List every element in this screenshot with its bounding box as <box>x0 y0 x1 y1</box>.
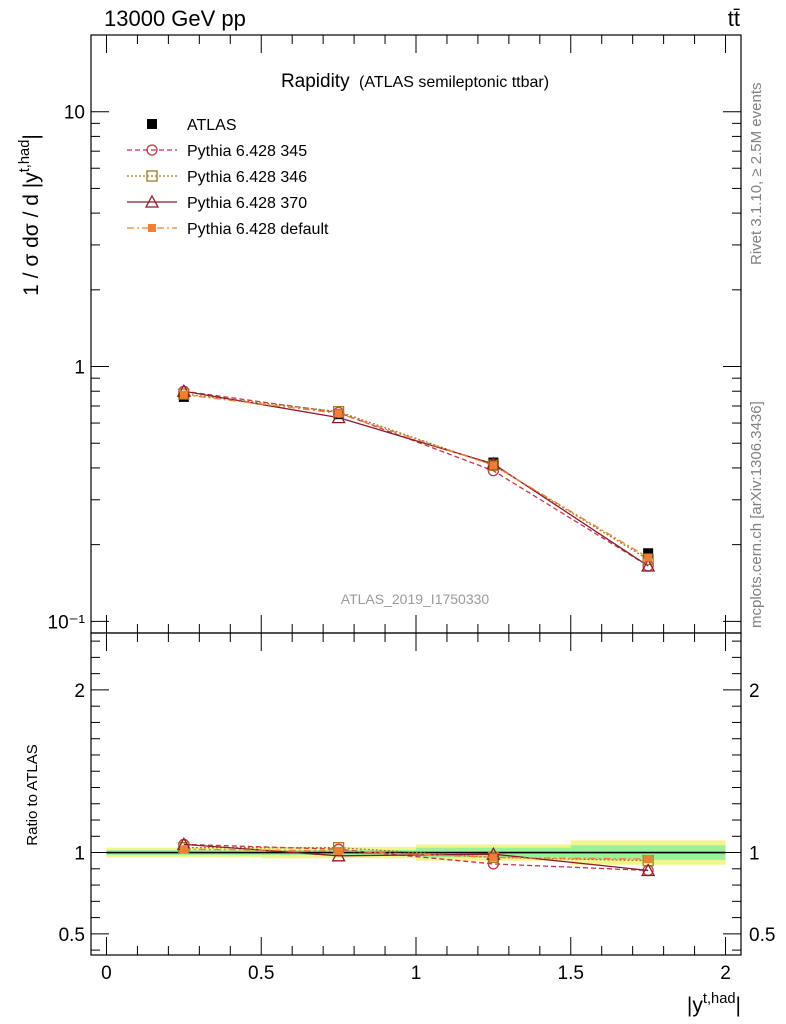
data-point <box>179 390 188 399</box>
svg-text:Rapidity (ATLAS semilept: Rapidity (ATLAS semileptonic ttbar) <box>281 71 549 92</box>
legend-marker <box>148 224 156 232</box>
ratio-data-point <box>489 853 498 862</box>
y-tick-label: 10⁻¹ <box>48 612 86 633</box>
ratio-frame <box>90 632 742 956</box>
x-tick-label: 0 <box>101 963 112 984</box>
ratio-data-point <box>644 855 653 864</box>
ratio-plot-area: 0 0.5 1 1.5 2 0.5 0.5 1 1 2 2 <box>59 632 775 984</box>
legend-marker <box>147 119 157 129</box>
legend-label: Pythia 6.428 370 <box>187 195 307 212</box>
x-tick-label: 1.5 <box>558 963 584 984</box>
data-point <box>487 459 500 471</box>
header-right: tt̄ <box>728 6 740 31</box>
ratio-y-tick-label-right: 1 <box>749 844 760 865</box>
data-point <box>334 409 343 418</box>
rivet-label: Rivet 3.1.10, ≥ 2.5M events <box>748 83 765 266</box>
y-tick-label: 10 <box>64 103 85 124</box>
data-point <box>641 558 656 572</box>
ratio-y-tick-label-right: 2 <box>749 681 760 702</box>
legend-marker <box>146 144 158 156</box>
data-point-atlas <box>643 548 654 559</box>
legend-marker <box>144 194 160 208</box>
y-tick-label: 1 <box>74 358 85 379</box>
x-tick-label: 1 <box>411 963 422 984</box>
y-axis-label: 1 / σ dσ / d |yt,had| <box>17 134 43 296</box>
series-line <box>183 394 649 559</box>
ratio-y-tick-label: 1 <box>74 844 85 865</box>
title-main: Rapidity <box>281 71 350 92</box>
header-left: 13000 GeV pp <box>104 6 246 31</box>
legend-label: Pythia 6.428 default <box>187 221 329 238</box>
ratio-data-point <box>331 848 346 862</box>
ratio-data-point <box>334 846 343 855</box>
ratio-y-tick-label-right: 0.5 <box>749 925 775 946</box>
series-line <box>183 390 649 567</box>
ratio-y-tick-label: 0.5 <box>59 925 85 946</box>
x-tick-label: 0.5 <box>248 963 274 984</box>
ratio-series-line <box>183 848 649 860</box>
watermark: ATLAS_2019_I1750330 <box>341 591 490 607</box>
ratio-data-point <box>641 863 656 877</box>
legend-marker <box>146 170 158 182</box>
x-axis-label: |yt,had| <box>687 991 741 1017</box>
ratio-series-line <box>183 847 649 862</box>
legend: ATLAS Pythia 6.428 345 Pythia 6.428 346 Pyt… <box>127 117 329 238</box>
title-sub: (ATLAS semileptonic ttbar) <box>359 74 549 91</box>
legend-label: Pythia 6.428 345 <box>187 143 307 160</box>
data-point <box>644 553 653 562</box>
legend-label: Pythia 6.428 346 <box>187 169 307 186</box>
x-tick-label: 2 <box>720 963 731 984</box>
ratio-axis-label: Ratio to ATLAS <box>24 744 41 845</box>
ratio-data-point <box>179 845 188 854</box>
series-line <box>183 390 649 567</box>
data-point <box>489 461 498 470</box>
mcplots-label: mcplots.cern.ch [arXiv:1306.3436] <box>748 401 765 628</box>
series-line <box>183 393 649 560</box>
main-title: Rapidity (ATLAS semileptonic ttbar) <box>281 71 549 92</box>
ratio-y-tick-label: 2 <box>74 681 85 702</box>
ratio-series-line <box>183 843 649 872</box>
axis-labels: 1 / σ dσ / d |yt,had| Ratio to ATLAS |yt,h… <box>17 134 741 1017</box>
legend-label: ATLAS <box>187 117 237 134</box>
